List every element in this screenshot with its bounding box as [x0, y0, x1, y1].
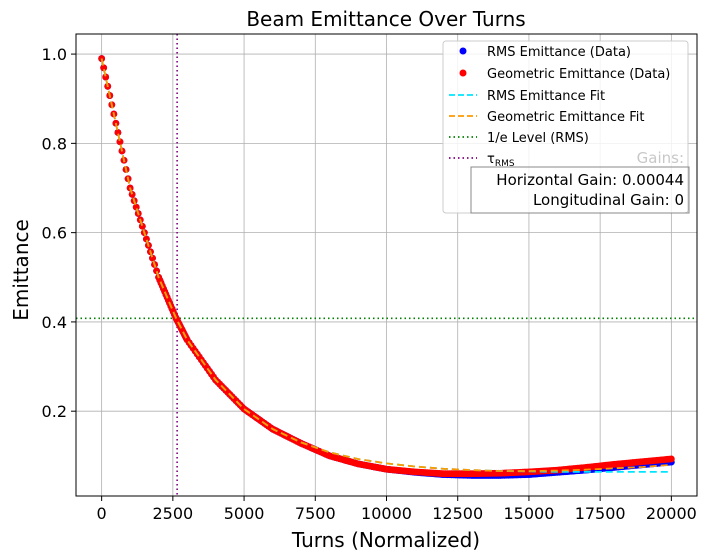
legend-marker-rms-data: [459, 47, 467, 55]
x-tick-label: 10000: [361, 504, 412, 523]
x-tick-label: 7500: [295, 504, 336, 523]
y-axis-ticks: 0.2 0.4 0.6 0.8 1.0: [42, 45, 76, 421]
legend: RMS Emittance (Data) Geometric Emittance…: [442, 40, 690, 214]
legend-label-geo-fit: Geometric Emittance Fit: [487, 110, 644, 125]
gains-longitudinal: Longitudinal Gain: 0: [533, 191, 684, 209]
x-axis-ticks: 0 2500 5000 7500 10000 12500 15000 17500 20000: [97, 496, 697, 523]
data-point: [114, 129, 122, 136]
data-point: [143, 235, 150, 243]
y-tick-label: 0.4: [42, 313, 67, 332]
y-tick-label: 0.2: [42, 402, 67, 421]
data-point: [149, 254, 156, 262]
legend-label-rms-fit: RMS Emittance Fit: [487, 89, 605, 104]
legend-marker-geo-data: [459, 69, 467, 77]
data-point: [128, 190, 136, 198]
x-tick-label: 15000: [503, 504, 554, 523]
y-tick-label: 0.8: [42, 134, 67, 153]
y-axis-label: Emittance: [9, 219, 33, 321]
x-tick-label: 12500: [432, 504, 483, 523]
y-tick-label: 0.6: [42, 224, 67, 243]
data-point: [98, 55, 106, 62]
geometric-data-series: [98, 55, 675, 478]
legend-label-tau: τRMS: [487, 152, 515, 169]
data-point: [138, 222, 146, 230]
gains-heading: Gains:: [637, 149, 684, 167]
x-tick-label: 0: [97, 504, 107, 523]
series-layer: [98, 55, 675, 479]
gains-box: [470, 166, 690, 214]
x-tick-label: 17500: [575, 504, 626, 523]
data-point: [153, 267, 160, 275]
x-tick-label: 5000: [224, 504, 265, 523]
data-point: [667, 455, 675, 463]
data-point: [100, 64, 108, 72]
legend-label-geo-data: Geometric Emittance (Data): [487, 67, 670, 82]
legend-label-one-over-e: 1/e Level (RMS): [487, 131, 589, 146]
x-tick-label: 2500: [152, 504, 193, 523]
x-tick-label: 20000: [646, 504, 697, 523]
data-point: [102, 73, 110, 81]
y-tick-label: 1.0: [42, 45, 67, 64]
gains-horizontal: Horizontal Gain: 0.00044: [496, 171, 684, 189]
legend-label-rms-data: RMS Emittance (Data): [487, 45, 631, 60]
data-point: [132, 203, 140, 211]
data-point: [116, 138, 124, 146]
x-axis-label: Turns (Normalized): [291, 528, 480, 552]
chart-title: Beam Emittance Over Turns: [246, 7, 525, 31]
